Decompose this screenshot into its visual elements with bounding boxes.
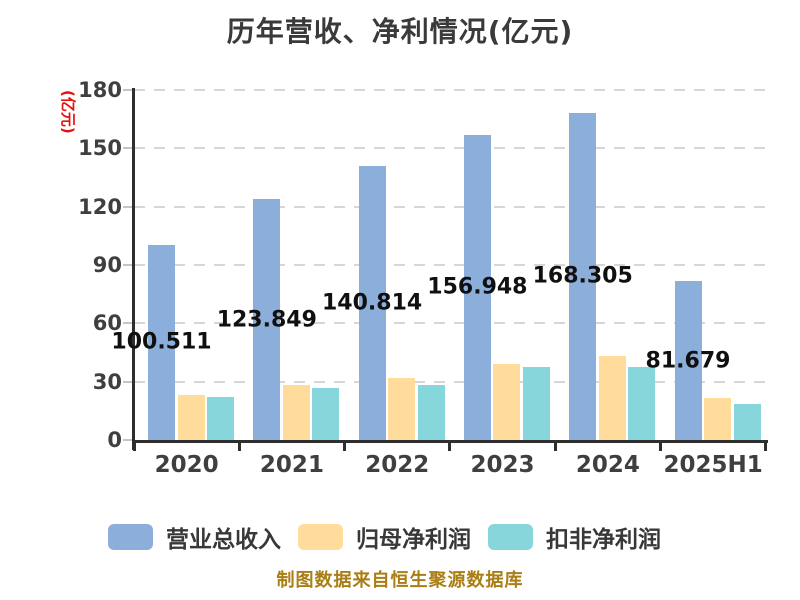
- bar-2025H1-series0: [674, 281, 702, 440]
- legend-swatch-deducted-net-profit: [488, 524, 533, 550]
- x-axis-line: [131, 440, 768, 443]
- y-axis-label-90: 90: [92, 253, 122, 277]
- bar-2024-series1: [598, 356, 626, 440]
- legend-item-net-profit[interactable]: 归母净利润: [298, 520, 471, 554]
- bar-2020-series0: [148, 244, 175, 440]
- bar-2022-series0: [358, 166, 386, 440]
- bar-2023-series2: [522, 366, 550, 440]
- bar-2025H1-series2: [733, 404, 761, 440]
- gridline-y-30: [134, 380, 766, 383]
- bar-2022-series2: [417, 384, 445, 440]
- y-axis-label-0: 0: [107, 428, 122, 452]
- x-axis-tick-6: [764, 443, 768, 451]
- y-axis-tick-90: [123, 264, 132, 266]
- x-axis-label-2023: 2023: [470, 452, 535, 478]
- y-axis-tick-180: [123, 89, 132, 91]
- x-axis-label-2020: 2020: [154, 452, 219, 478]
- legend-label-net-profit: 归母净利润: [356, 527, 471, 553]
- y-axis-tick-150: [123, 147, 132, 150]
- x-axis-tick-5: [659, 443, 662, 451]
- x-axis-tick-1: [237, 443, 241, 451]
- data-source-caption: 制图数据来自恒生聚源数据库: [276, 570, 524, 591]
- y-axis-tick-30: [123, 380, 132, 383]
- y-axis-label-120: 120: [78, 194, 122, 219]
- x-axis-label-2022: 2022: [365, 452, 430, 478]
- x-axis-tick-4: [553, 443, 557, 451]
- legend-item-deducted-net-profit[interactable]: 扣非净利润: [488, 520, 661, 554]
- legend-label-revenue: 营业总收入: [166, 527, 281, 553]
- value-label-2023: 156.948: [427, 274, 528, 300]
- value-label-2024: 168.305: [532, 263, 633, 289]
- bar-2024-series0: [569, 112, 597, 440]
- bar-2020-series2: [207, 397, 234, 440]
- y-axis-tick-120: [123, 205, 132, 208]
- chart-title: 历年营收、净利情况(亿元): [226, 15, 574, 48]
- legend-swatch-net-profit: [298, 524, 343, 550]
- gridline-y-60: [134, 322, 766, 325]
- bar-2025H1-series1: [704, 398, 731, 440]
- bar-2022-series1: [388, 377, 416, 440]
- x-axis-label-2021: 2021: [259, 452, 324, 478]
- value-label-2022: 140.814: [321, 290, 423, 316]
- bar-2024-series2: [628, 366, 656, 440]
- y-axis-tick-0: [123, 439, 132, 441]
- x-axis-label-2025H1: 2025H1: [663, 452, 763, 478]
- value-label-2025H1: 81.679: [645, 348, 731, 374]
- x-axis-label-2024: 2024: [575, 452, 640, 478]
- bar-2020-series1: [177, 395, 205, 440]
- gridline-y-120: [134, 205, 766, 208]
- gridline-y-180: [134, 89, 766, 91]
- bar-2023-series1: [493, 363, 521, 440]
- legend: 营业总收入 归母净利润 扣非净利润: [108, 520, 661, 554]
- y-axis-line: [131, 88, 135, 450]
- bar-2023-series0: [463, 134, 491, 440]
- gridline-y-150: [134, 147, 766, 150]
- value-label-2021: 123.849: [216, 307, 317, 333]
- legend-label-deducted-net-profit: 扣非净利润: [546, 527, 661, 553]
- value-label-2020: 100.511: [111, 329, 212, 355]
- bar-2021-series0: [253, 199, 281, 440]
- y-axis-tick-60: [123, 322, 132, 325]
- y-axis-label-60: 60: [92, 311, 122, 336]
- y-axis-label-180: 180: [78, 78, 122, 102]
- legend-swatch-revenue: [108, 524, 153, 550]
- y-axis-label-30: 30: [92, 369, 122, 394]
- gridline-y-90: [134, 264, 766, 266]
- x-axis-tick-2: [343, 443, 347, 451]
- y-axis-label-150: 150: [78, 136, 122, 161]
- legend-item-revenue[interactable]: 营业总收入: [108, 520, 281, 554]
- x-axis-tick-0: [132, 443, 136, 451]
- bar-2021-series1: [282, 384, 310, 440]
- x-axis-tick-3: [448, 443, 452, 451]
- bar-2021-series2: [312, 388, 340, 440]
